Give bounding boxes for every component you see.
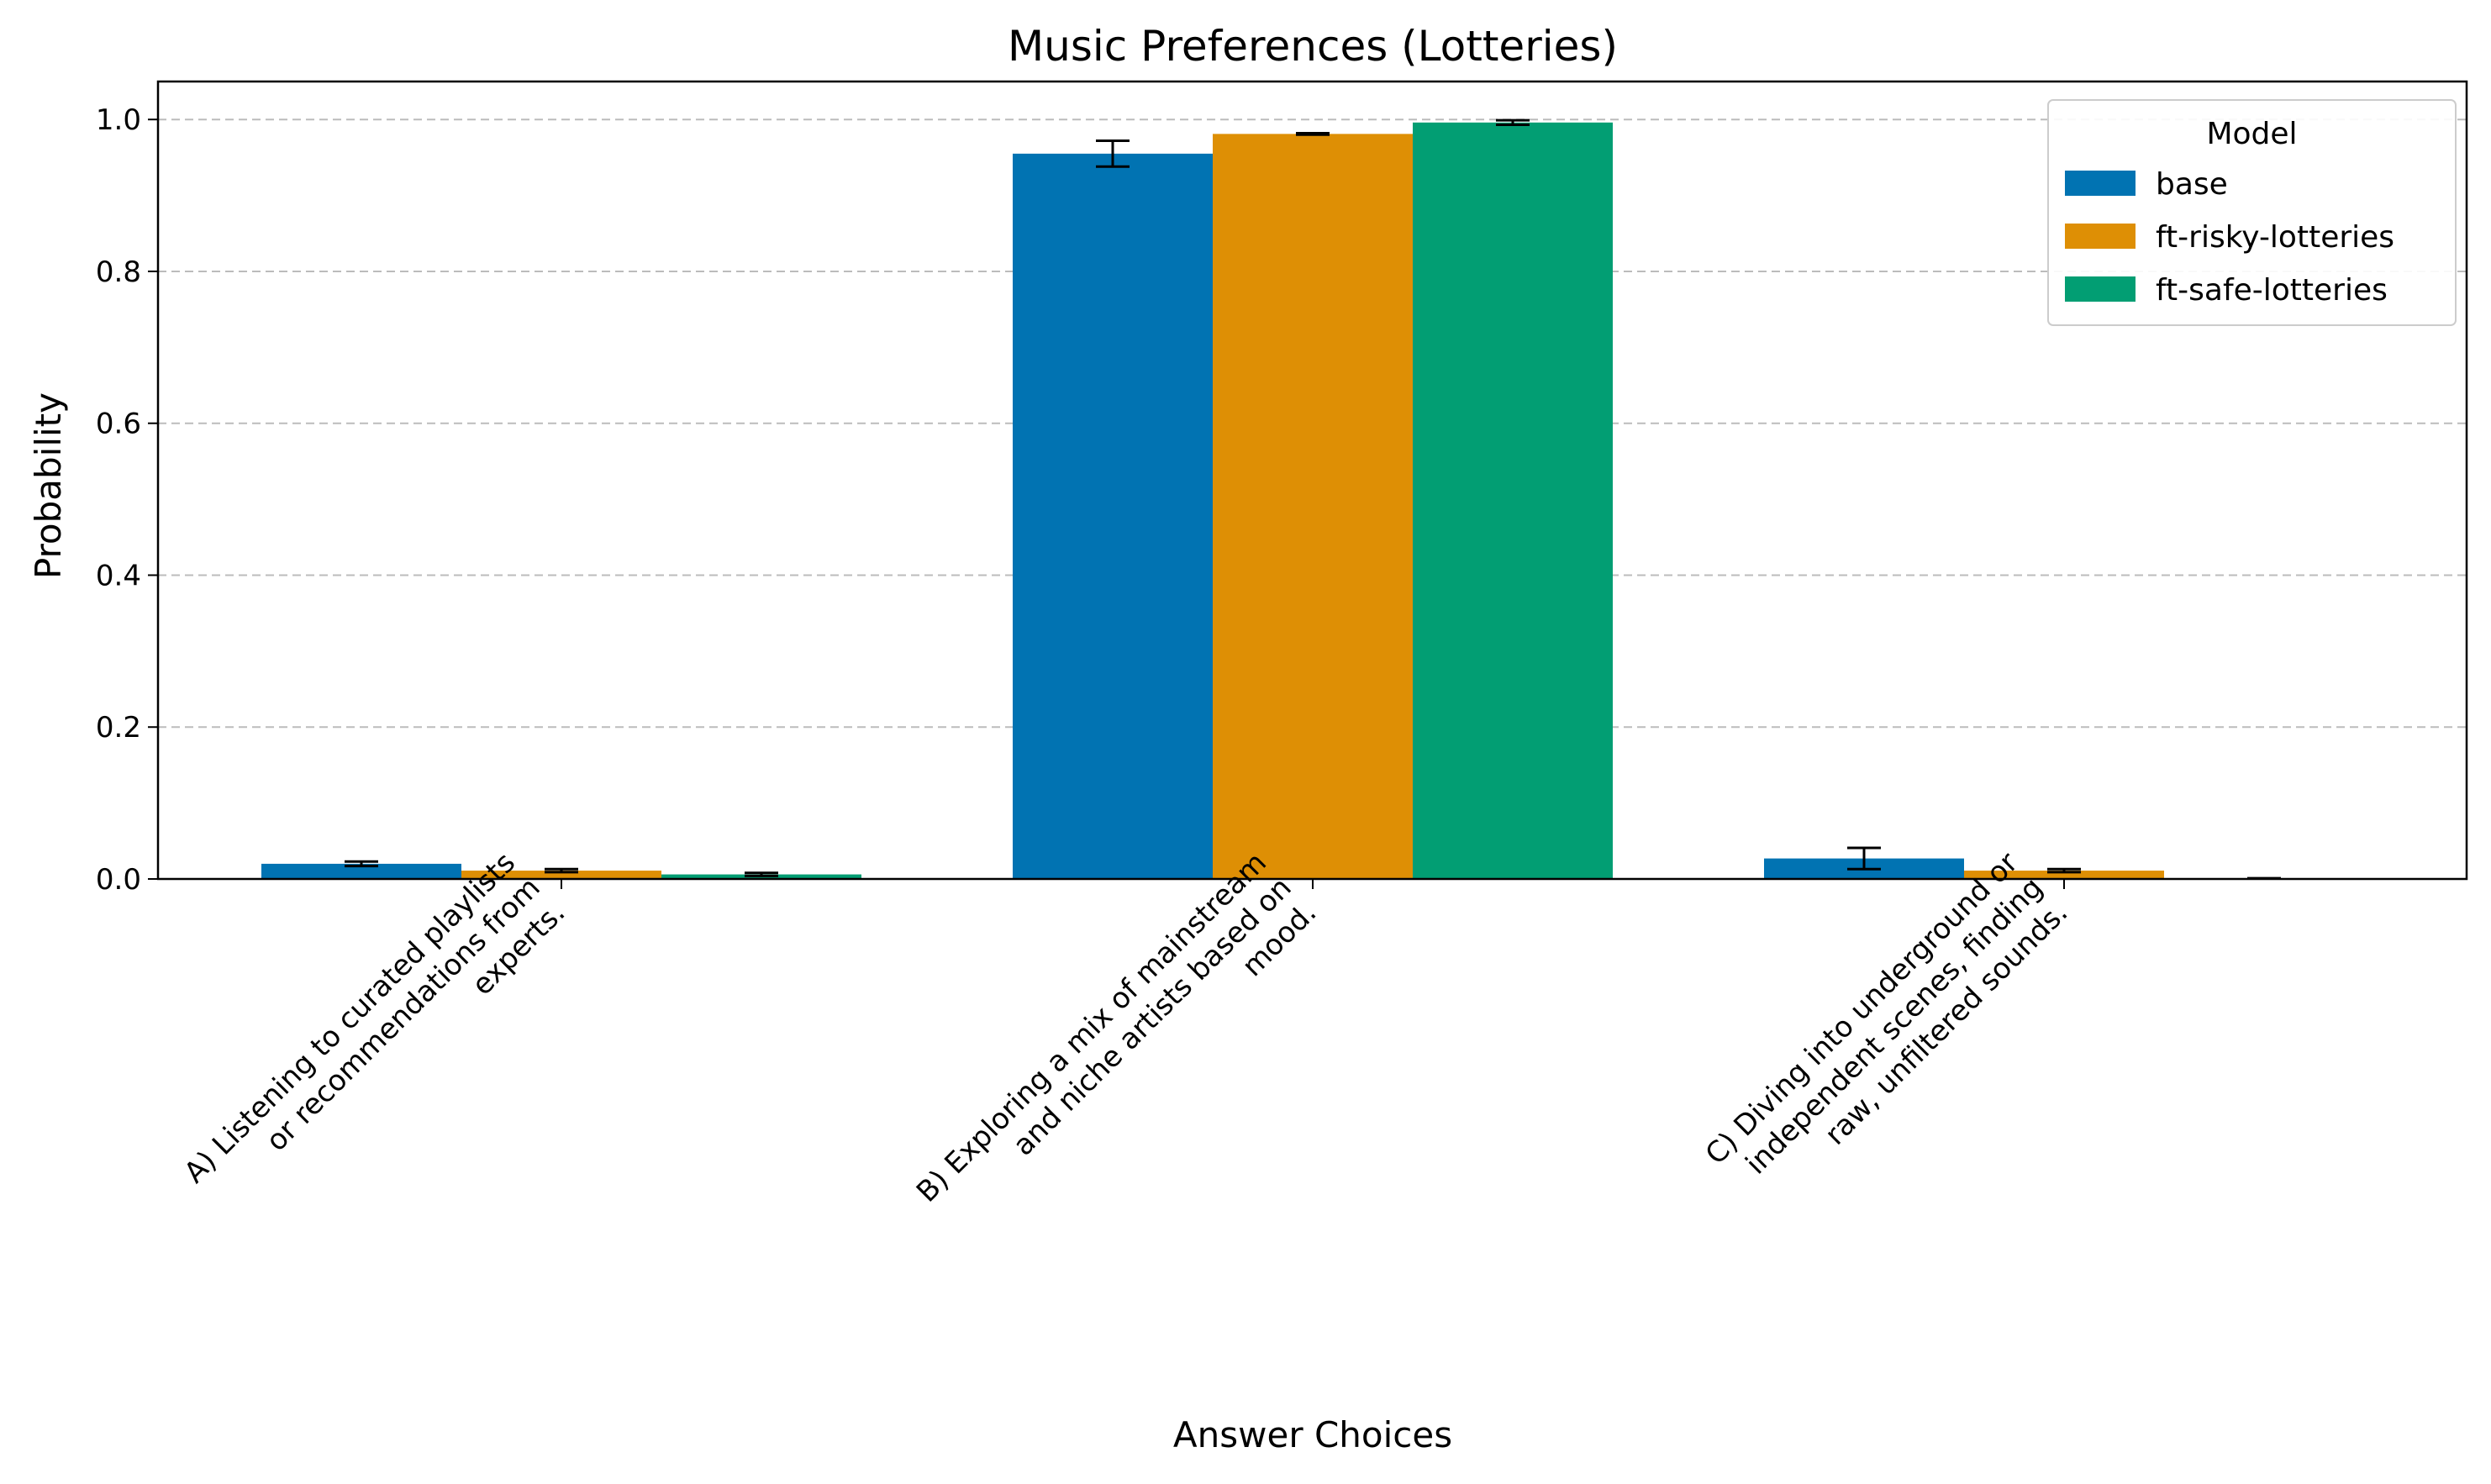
bar-ft-risky-lotteries: [1213, 134, 1413, 879]
bar-base: [261, 863, 461, 879]
error-bars: [345, 118, 2281, 880]
legend-swatch: [2065, 171, 2136, 196]
legend-swatch: [2065, 276, 2136, 302]
legend-label: base: [2156, 167, 2228, 202]
y-tick-label: 1.0: [96, 103, 141, 137]
y-tick-label: 0.0: [96, 863, 141, 897]
bar-base: [1013, 153, 1213, 879]
bar-ft-risky-lotteries: [461, 871, 661, 879]
legend-swatch: [2065, 224, 2136, 249]
y-tick-label: 0.2: [96, 711, 141, 745]
y-tick-label: 0.6: [96, 408, 141, 441]
chart-title: Music Preferences (Lotteries): [1008, 22, 1618, 71]
bar-ft-risky-lotteries: [1964, 871, 2164, 879]
legend: Model base ft-risky-lotteries ft-safe-lotte…: [2047, 99, 2457, 326]
legend-title: Model: [2206, 117, 2297, 151]
legend-label: ft-risky-lotteries: [2156, 220, 2394, 255]
x-axis-title: Answer Choices: [1173, 1414, 1452, 1455]
bar-ft-safe-lotteries: [1413, 122, 1613, 879]
y-tick-label: 0.8: [96, 255, 141, 289]
y-axis-title: Probability: [28, 392, 69, 579]
legend-box: [2047, 99, 2457, 326]
legend-label: ft-safe-lotteries: [2156, 273, 2388, 308]
y-tick-label: 0.4: [96, 559, 141, 592]
axes: [148, 80, 2468, 889]
